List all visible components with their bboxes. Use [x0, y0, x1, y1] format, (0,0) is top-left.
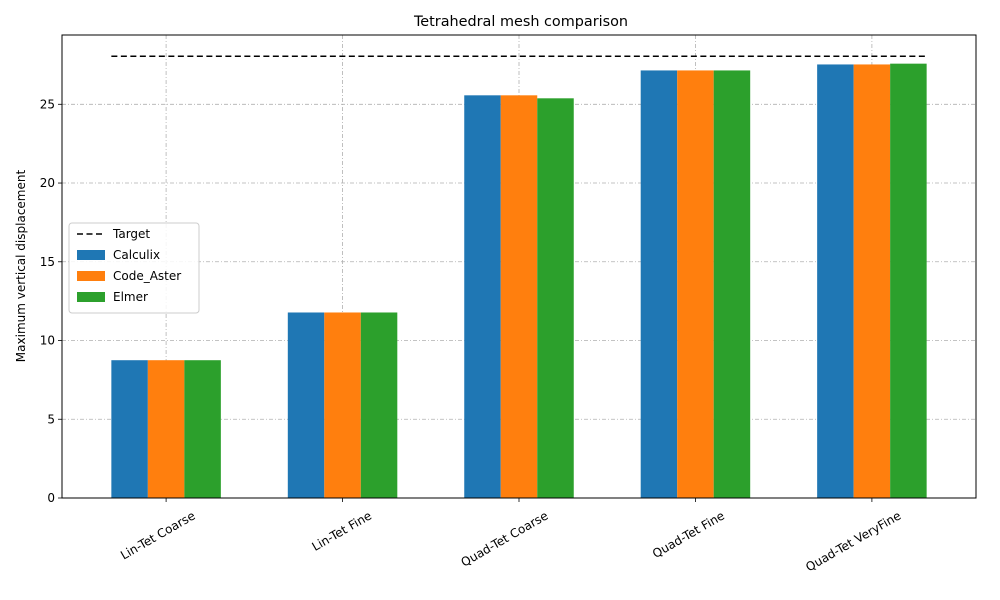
x-tick-label: Quad-Tet Fine — [650, 508, 727, 561]
y-tick-label: 0 — [47, 491, 55, 505]
bar-elmer — [890, 63, 927, 499]
x-tick-label: Lin-Tet Coarse — [118, 508, 197, 562]
y-tick-label: 5 — [47, 412, 55, 426]
legend-target-label: Target — [112, 227, 150, 241]
bar-code-aster — [324, 312, 361, 498]
legend-swatch-elmer — [77, 292, 105, 302]
bar-elmer — [713, 70, 751, 499]
legend-swatch-calculix — [77, 250, 105, 260]
x-tick-label: Lin-Tet Fine — [310, 508, 375, 553]
bar-calculix — [111, 360, 148, 498]
bar-code-aster — [677, 70, 714, 499]
y-tick-label: 25 — [40, 97, 55, 111]
bar-calculix — [464, 95, 501, 499]
bar-code-aster — [853, 64, 891, 499]
bar-code-aster — [500, 95, 538, 499]
bar-elmer — [537, 98, 574, 498]
bar-code-aster — [147, 360, 185, 498]
legend: Target Calculix Code_Aster Elmer — [68, 222, 200, 314]
bar-calculix — [287, 312, 325, 498]
y-tick-label: 15 — [40, 255, 55, 269]
legend-label-code-aster: Code_Aster — [113, 269, 181, 283]
bar-calculix — [817, 64, 854, 499]
y-axis-label: Maximum vertical displacement — [14, 170, 28, 363]
bar-calculix — [640, 70, 678, 499]
x-tick-label: Quad-Tet VeryFine — [803, 508, 903, 574]
legend-label-calculix: Calculix — [113, 248, 160, 262]
chart-title: Tetrahedral mesh comparison — [413, 14, 628, 30]
y-tick-label: 20 — [40, 176, 55, 190]
legend-label-elmer: Elmer — [113, 290, 148, 304]
bar-elmer — [360, 312, 398, 498]
y-tick-label: 10 — [40, 334, 55, 348]
bar-elmer — [184, 360, 221, 498]
legend-box — [68, 222, 200, 314]
bars-layer — [111, 63, 927, 499]
legend-swatch-code-aster — [77, 271, 105, 281]
x-tick-label: Quad-Tet Coarse — [459, 508, 551, 569]
